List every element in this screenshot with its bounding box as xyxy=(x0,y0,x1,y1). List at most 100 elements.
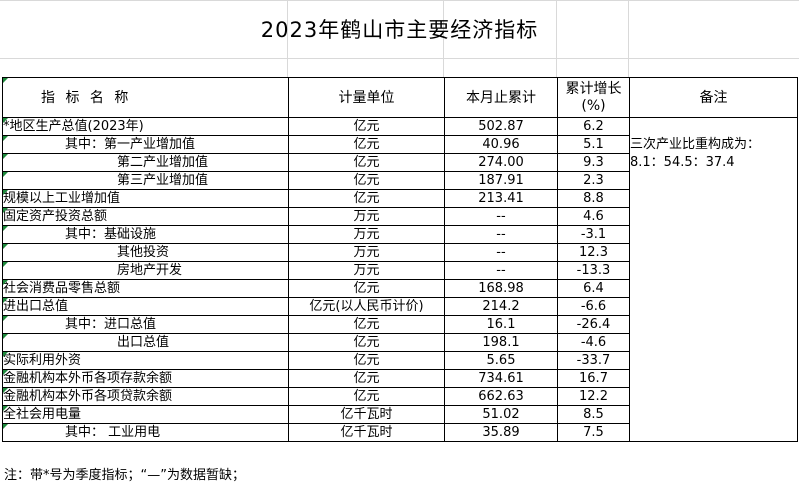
growth-cell[interactable]: -6.6 xyxy=(557,297,630,316)
value-cell[interactable]: 662.63 xyxy=(444,387,558,406)
unit-cell[interactable]: 亿元 xyxy=(288,387,445,406)
value-cell[interactable]: -- xyxy=(444,243,558,262)
growth-cell[interactable]: -3.1 xyxy=(557,225,630,244)
header-unit[interactable]: 计量单位 xyxy=(288,77,445,118)
value-cell[interactable]: 5.65 xyxy=(444,351,558,370)
indicator-name-cell[interactable]: 金融机构本外币各项存款余额 xyxy=(2,369,289,388)
unit-cell[interactable]: 亿元 xyxy=(288,315,445,334)
value-cell[interactable]: 16.1 xyxy=(444,315,558,334)
value-cell[interactable]: 274.00 xyxy=(444,153,558,172)
indicator-name-cell[interactable]: 出口总值 xyxy=(2,333,289,352)
growth-cell[interactable]: 8.8 xyxy=(557,189,630,208)
unit-cell[interactable]: 亿元 xyxy=(288,153,445,172)
indicator-name-cell[interactable]: 进出口总值 xyxy=(2,297,289,316)
unit-cell[interactable]: 万元 xyxy=(288,261,445,280)
indicator-name-cell[interactable]: *地区生产总值(2023年) xyxy=(2,117,289,136)
note-cell[interactable] xyxy=(629,369,798,388)
indicator-name-cell[interactable]: 其他投资 xyxy=(2,243,289,262)
indicator-name-cell-text: 其中： 工业用电 xyxy=(65,424,161,440)
table-row: *地区生产总值(2023年) 亿元 502.87 6.2 xyxy=(2,117,798,136)
note-cell[interactable] xyxy=(629,261,798,280)
value-cell[interactable]: 502.87 xyxy=(444,117,558,136)
growth-cell[interactable]: 6.2 xyxy=(557,117,630,136)
note-cell[interactable] xyxy=(629,171,798,190)
header-growth-line1: 累计增长 xyxy=(565,80,622,97)
indicator-name-cell[interactable]: 金融机构本外币各项贷款余额 xyxy=(2,387,289,406)
indicator-name-cell[interactable]: 固定资产投资总额 xyxy=(2,207,289,226)
value-cell[interactable]: 168.98 xyxy=(444,279,558,298)
unit-cell[interactable]: 亿元 xyxy=(288,279,445,298)
value-cell[interactable]: 35.89 xyxy=(444,423,558,442)
note-cell[interactable] xyxy=(629,243,798,262)
value-cell[interactable]: 198.1 xyxy=(444,333,558,352)
value-cell[interactable]: 40.96 xyxy=(444,135,558,154)
value-cell[interactable]: -- xyxy=(444,261,558,280)
header-growth[interactable]: 累计增长 (%) xyxy=(557,77,630,118)
indicator-name-cell[interactable]: 全社会用电量 xyxy=(2,405,289,424)
unit-cell[interactable]: 万元 xyxy=(288,225,445,244)
note-cell[interactable] xyxy=(629,387,798,406)
unit-cell[interactable]: 亿元 xyxy=(288,117,445,136)
header-value[interactable]: 本月止累计 xyxy=(444,77,558,118)
unit-cell[interactable]: 亿元 xyxy=(288,369,445,388)
growth-cell[interactable]: 12.3 xyxy=(557,243,630,262)
value-cell[interactable]: -- xyxy=(444,207,558,226)
unit-cell[interactable]: 亿元 xyxy=(288,171,445,190)
growth-cell[interactable]: 4.6 xyxy=(557,207,630,226)
growth-cell[interactable]: 6.4 xyxy=(557,279,630,298)
unit-cell[interactable]: 亿元 xyxy=(288,351,445,370)
unit-cell[interactable]: 万元 xyxy=(288,243,445,262)
value-cell[interactable]: 734.61 xyxy=(444,369,558,388)
unit-cell[interactable]: 亿千瓦时 xyxy=(288,423,445,442)
note-cell[interactable] xyxy=(629,117,798,136)
value-cell[interactable]: -- xyxy=(444,225,558,244)
indicator-name-cell[interactable]: 规模以上工业增加值 xyxy=(2,189,289,208)
indicator-name-cell[interactable]: 实际利用外资 xyxy=(2,351,289,370)
indicator-name-cell[interactable]: 其中：第一产业增加值 xyxy=(2,135,289,154)
growth-cell[interactable]: -4.6 xyxy=(557,333,630,352)
growth-cell[interactable]: 8.5 xyxy=(557,405,630,424)
note-cell[interactable] xyxy=(629,405,798,424)
growth-cell[interactable]: 12.2 xyxy=(557,387,630,406)
value-cell[interactable]: 213.41 xyxy=(444,189,558,208)
header-note[interactable]: 备注 xyxy=(629,77,798,118)
cell-marker-icon xyxy=(3,262,8,267)
unit-cell[interactable]: 亿千瓦时 xyxy=(288,405,445,424)
indicator-name-cell[interactable]: 其中：进口总值 xyxy=(2,315,289,334)
note-cell[interactable]: 8.1：54.5：37.4 xyxy=(629,153,798,172)
value-cell-text: 213.41 xyxy=(478,190,524,206)
indicator-name-cell[interactable]: 其中： 工业用电 xyxy=(2,423,289,442)
value-cell[interactable]: 187.91 xyxy=(444,171,558,190)
growth-cell[interactable]: 7.5 xyxy=(557,423,630,442)
header-indicator[interactable]: 指 标 名 称 xyxy=(2,77,289,118)
indicator-name-cell[interactable]: 其中：基础设施 xyxy=(2,225,289,244)
note-cell[interactable]: 三次产业比重构成为： xyxy=(629,135,798,154)
growth-cell[interactable]: -13.3 xyxy=(557,261,630,280)
growth-cell[interactable]: 2.3 xyxy=(557,171,630,190)
unit-cell[interactable]: 亿元 xyxy=(288,135,445,154)
note-cell[interactable] xyxy=(629,333,798,352)
indicator-name-cell[interactable]: 第二产业增加值 xyxy=(2,153,289,172)
note-cell[interactable] xyxy=(629,297,798,316)
unit-cell[interactable]: 亿元 xyxy=(288,333,445,352)
unit-cell[interactable]: 亿元(以人民币计价) xyxy=(288,297,445,316)
growth-cell[interactable]: -33.7 xyxy=(557,351,630,370)
indicator-name-cell[interactable]: 房地产开发 xyxy=(2,261,289,280)
unit-cell[interactable]: 亿元 xyxy=(288,189,445,208)
note-cell[interactable] xyxy=(629,423,798,442)
growth-cell[interactable]: 9.3 xyxy=(557,153,630,172)
growth-cell[interactable]: -26.4 xyxy=(557,315,630,334)
note-cell[interactable] xyxy=(629,315,798,334)
note-cell[interactable] xyxy=(629,351,798,370)
note-cell[interactable] xyxy=(629,207,798,226)
indicator-name-cell[interactable]: 第三产业增加值 xyxy=(2,171,289,190)
value-cell[interactable]: 214.2 xyxy=(444,297,558,316)
value-cell[interactable]: 51.02 xyxy=(444,405,558,424)
note-cell[interactable] xyxy=(629,279,798,298)
indicator-name-cell[interactable]: 社会消费品零售总额 xyxy=(2,279,289,298)
note-cell[interactable] xyxy=(629,189,798,208)
growth-cell[interactable]: 5.1 xyxy=(557,135,630,154)
unit-cell[interactable]: 万元 xyxy=(288,207,445,226)
growth-cell[interactable]: 16.7 xyxy=(557,369,630,388)
note-cell[interactable] xyxy=(629,225,798,244)
